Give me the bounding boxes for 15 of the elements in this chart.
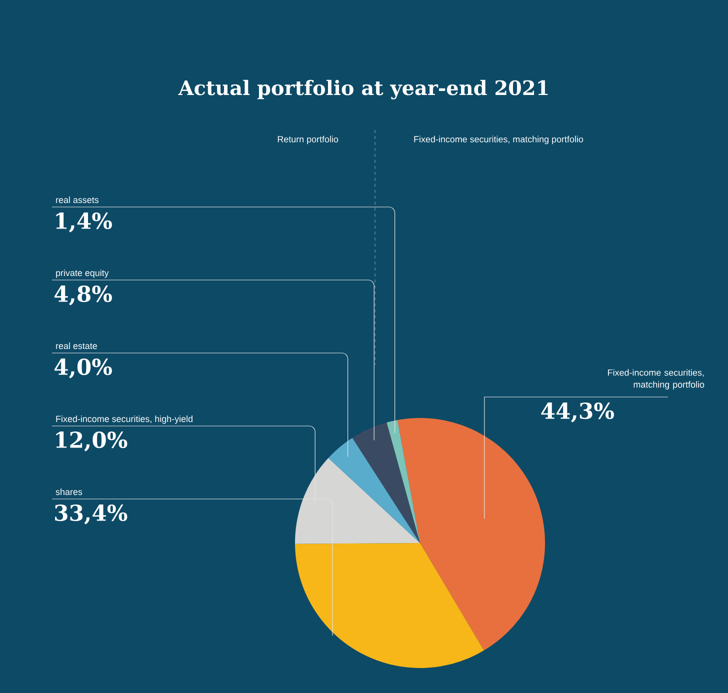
text: Fixed-income securities, matching portfolio <box>414 136 584 144</box>
chart-title: Actual portfolio at year-end 2021 <box>178 80 548 100</box>
data-label: 12,0% <box>56 432 128 452</box>
slice-label: private equity <box>56 269 109 278</box>
slice-label: shares <box>56 488 82 496</box>
data-label: 44,3% <box>541 402 614 422</box>
slice-label: real assets <box>56 196 99 204</box>
data-label: 4,8% <box>54 286 112 306</box>
slice-label: real estate <box>56 342 97 350</box>
text: Return portfolio <box>278 136 338 144</box>
data-label: 33,4% <box>55 504 128 524</box>
slice-label: Fixed-income securities, matching portfolio <box>608 369 704 390</box>
data-label: 4,0% <box>54 358 112 378</box>
slice-label: Fixed-income securities, high-yield <box>56 415 192 424</box>
data-label: 1,4% <box>56 212 112 232</box>
